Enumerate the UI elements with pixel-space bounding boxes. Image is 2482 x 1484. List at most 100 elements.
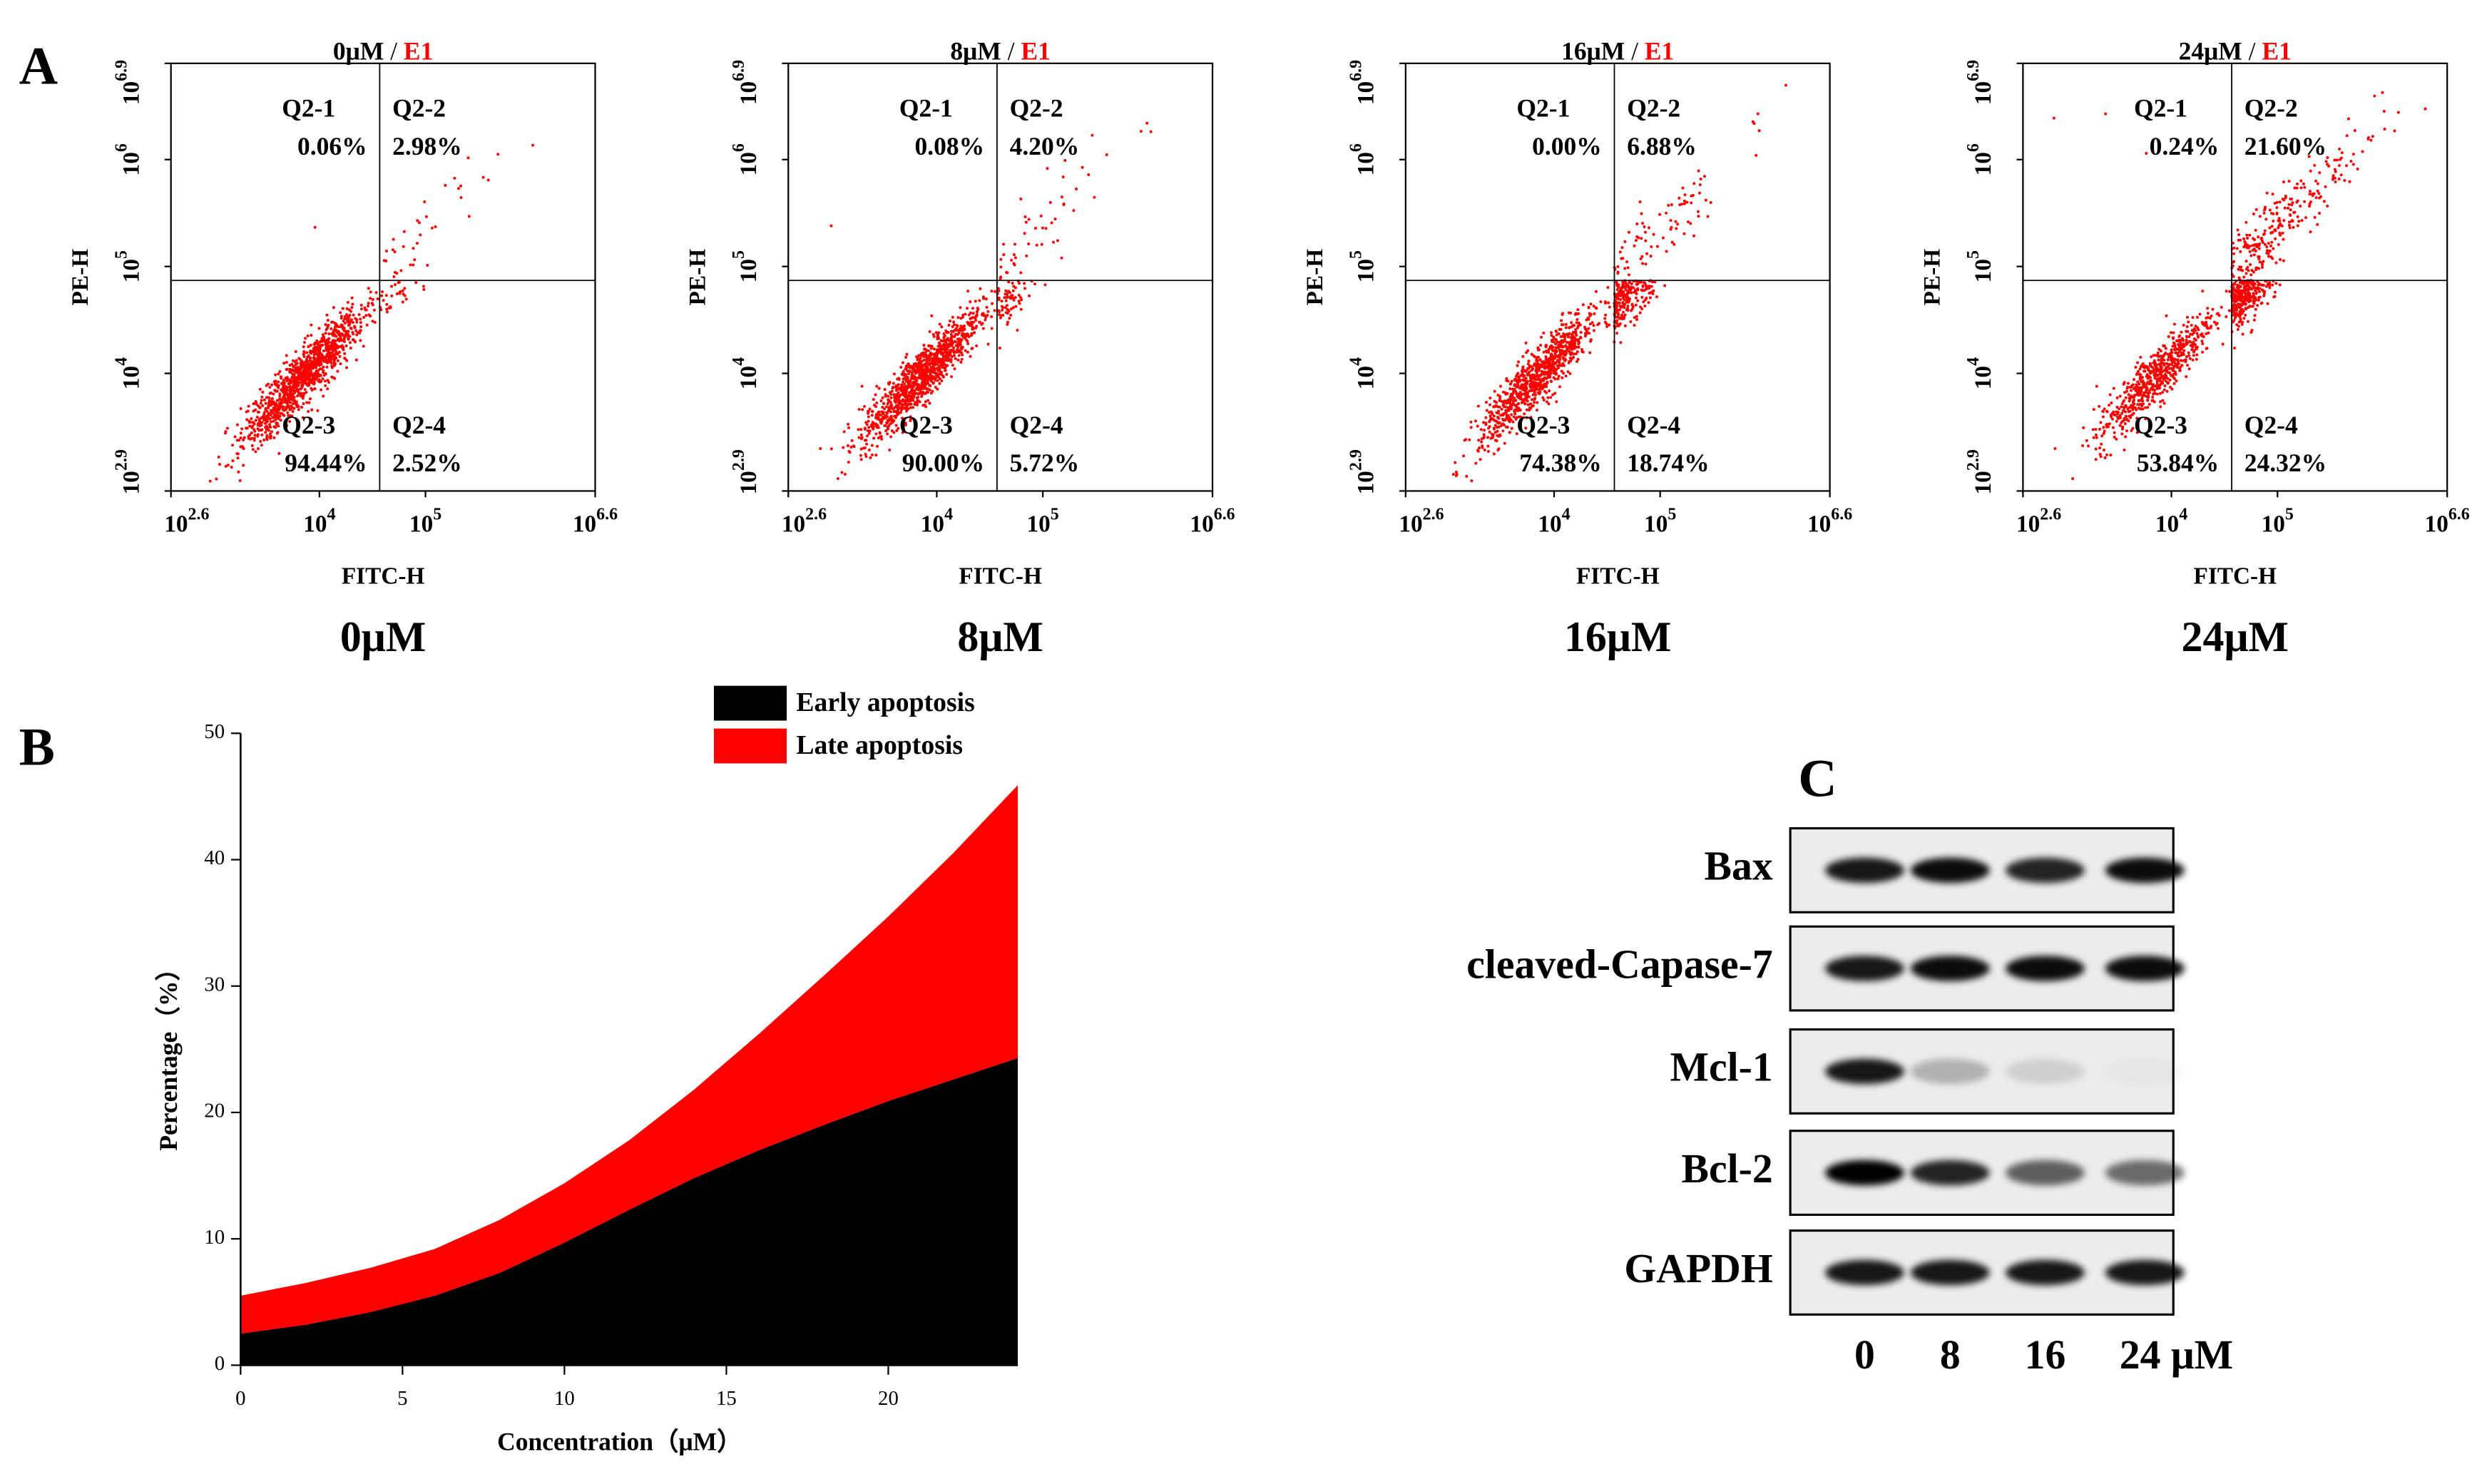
event-dot	[231, 459, 235, 463]
event-dot	[956, 337, 959, 341]
event-dot	[2240, 289, 2244, 292]
event-dot	[954, 340, 958, 344]
event-dot	[2099, 455, 2103, 459]
event-dot	[320, 352, 323, 356]
event-dot	[2110, 401, 2113, 405]
event-dot	[1576, 357, 1580, 361]
event-dot	[385, 307, 389, 311]
event-dot	[1515, 432, 1518, 436]
event-dot	[2138, 377, 2142, 381]
event-dot	[950, 342, 954, 346]
event-dot	[2103, 407, 2106, 411]
event-dot	[2238, 285, 2242, 288]
event-dot	[329, 359, 332, 362]
event-dot	[242, 436, 246, 439]
event-dot	[1558, 358, 1562, 362]
event-dot	[2235, 247, 2239, 250]
event-dot	[945, 373, 949, 377]
event-dot	[953, 354, 956, 357]
event-dot	[2293, 186, 2297, 190]
event-dot	[921, 351, 925, 354]
event-dot	[1514, 390, 1518, 394]
event-dot	[1558, 361, 1561, 364]
event-dot	[961, 313, 965, 317]
event-dot	[2145, 391, 2148, 394]
event-dot	[285, 368, 288, 372]
event-dot	[2227, 309, 2231, 312]
event-dot	[2240, 322, 2244, 326]
event-dot	[1501, 422, 1504, 426]
event-dot	[1586, 316, 1590, 319]
event-dot	[2225, 290, 2228, 293]
event-dot	[2165, 362, 2169, 365]
event-dot	[2247, 294, 2251, 297]
event-dot	[2149, 379, 2152, 382]
event-dot	[2254, 208, 2258, 211]
event-dot	[1508, 431, 1511, 434]
event-dot	[2136, 361, 2140, 364]
event-dot	[1641, 285, 1645, 288]
event-dot	[302, 394, 305, 398]
event-dot	[1683, 193, 1687, 197]
event-dot	[273, 414, 277, 417]
event-dot	[289, 397, 292, 401]
event-dot	[960, 357, 964, 361]
event-dot	[887, 382, 891, 386]
event-dot	[324, 384, 327, 387]
event-dot	[1468, 438, 1471, 441]
event-dot	[2287, 223, 2291, 227]
event-dot	[330, 332, 334, 336]
event-dot	[356, 331, 359, 334]
event-dot	[310, 323, 313, 327]
event-dot	[2115, 410, 2118, 414]
event-dot	[2172, 331, 2175, 334]
event-dot	[275, 384, 278, 387]
event-dot	[895, 396, 899, 399]
event-dot	[2150, 386, 2154, 389]
event-dot	[260, 433, 264, 436]
event-dot	[338, 325, 342, 329]
event-dot	[262, 438, 266, 441]
event-dot	[2232, 252, 2235, 255]
event-dot	[1523, 385, 1527, 389]
event-dot	[874, 405, 877, 409]
event-dot	[296, 394, 300, 398]
y-tick-label-exponent: 5	[112, 250, 131, 259]
event-dot	[1670, 203, 1673, 207]
event-dot	[1028, 294, 1031, 297]
event-dot	[2148, 389, 2151, 392]
event-dot	[310, 408, 314, 411]
event-dot	[327, 347, 331, 350]
event-dot	[481, 175, 485, 179]
event-dot	[1009, 313, 1013, 317]
event-dot	[867, 409, 870, 413]
event-dot	[2290, 220, 2294, 223]
event-dot	[1006, 312, 1009, 315]
event-dot	[2255, 242, 2259, 246]
event-dot	[419, 233, 422, 237]
event-dot	[1497, 416, 1501, 420]
event-dot	[274, 418, 277, 421]
event-dot	[1588, 351, 1592, 354]
event-dot	[927, 344, 931, 348]
event-dot	[2180, 364, 2183, 367]
panel-caption: 0μM	[340, 613, 426, 660]
event-dot	[991, 302, 994, 305]
event-dot	[1504, 399, 1508, 403]
event-dot	[275, 412, 279, 416]
event-dot	[308, 359, 312, 362]
event-dot	[889, 396, 893, 399]
event-dot	[2257, 257, 2261, 261]
event-dot	[1520, 384, 1523, 388]
event-dot	[2187, 367, 2191, 371]
event-dot	[1576, 308, 1580, 312]
event-dot	[2361, 150, 2364, 153]
event-dot	[290, 392, 293, 395]
event-dot	[277, 372, 280, 376]
event-dot	[251, 424, 255, 428]
event-dot	[371, 297, 374, 301]
event-dot	[2176, 358, 2180, 362]
event-dot	[321, 343, 325, 347]
event-dot	[1530, 398, 1533, 401]
event-dot	[2269, 255, 2273, 259]
